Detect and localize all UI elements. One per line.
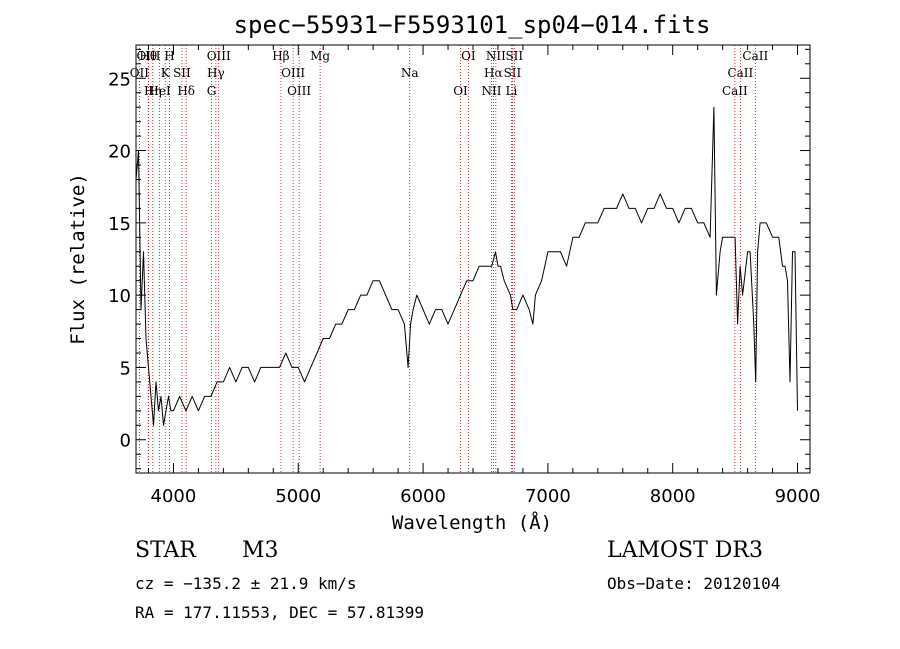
- line-marker-label: OIII: [281, 66, 305, 80]
- obs-date: Obs−Date: 20120104: [607, 574, 781, 593]
- line-marker-label: CaII: [727, 66, 753, 80]
- line-marker-label: Hθ: [139, 49, 157, 63]
- x-tick-label: 8000: [650, 486, 696, 507]
- line-marker-label: K: [161, 66, 171, 80]
- line-marker-label: SII: [173, 66, 191, 80]
- line-marker-label: Hγ: [207, 66, 225, 80]
- survey-name: LAMOST DR3: [607, 538, 763, 563]
- y-tick-label: 10: [108, 286, 131, 307]
- y-axis-label: Flux (relative): [67, 173, 89, 345]
- redshift-readout: cz = −135.2 ± 21.9 km/s: [135, 574, 357, 593]
- line-marker-label: OIII: [136, 49, 160, 63]
- line-marker-label: Na: [401, 66, 419, 80]
- x-tick-label: 5000: [275, 486, 321, 507]
- line-marker-label: OI: [453, 84, 468, 98]
- line-marker-label: Hβ: [272, 49, 289, 63]
- x-tick-label: 9000: [775, 486, 821, 507]
- y-tick-label: 20: [108, 142, 131, 163]
- spectrum-line: [135, 106, 798, 426]
- y-tick-label: 0: [120, 431, 131, 452]
- line-marker-label: SII: [505, 49, 523, 63]
- line-marker-label: H: [164, 49, 174, 63]
- line-marker-label: CaII: [722, 84, 748, 98]
- line-marker-label: Mg: [310, 49, 330, 63]
- line-marker-label: OIII: [287, 84, 311, 98]
- line-markers: HθOIIHηOIIIKHeIHSIIHδOIIIHγGHβOIIIOIIIMg…: [130, 45, 768, 473]
- y-tick-label: 5: [120, 358, 131, 379]
- line-marker-label: NII: [481, 84, 501, 98]
- coordinates: RA = 177.11553, DEC = 57.81399: [135, 603, 424, 622]
- spectrum-series: [135, 106, 798, 426]
- line-marker-label: Hα: [484, 66, 503, 80]
- line-marker-label: OI: [461, 49, 476, 63]
- x-axis-label: Wavelength (Å): [392, 511, 552, 534]
- plot-frame: [135, 44, 811, 474]
- line-marker-label: OII: [130, 66, 150, 80]
- line-marker-label: SII: [504, 66, 522, 80]
- spectral-subclass: M3: [242, 538, 279, 563]
- line-marker-label: Hδ: [177, 84, 195, 98]
- line-marker-label: CaII: [742, 49, 768, 63]
- line-marker-label: HeI: [148, 84, 171, 98]
- line-marker-label: Li: [506, 84, 518, 98]
- y-tick-label: 25: [108, 69, 131, 90]
- line-marker-label: OIII: [207, 49, 231, 63]
- axis-ticks: 4000 5000 6000 7000 8000 9000 0 5 10 15 20 25: [108, 45, 820, 507]
- object-class: STAR: [135, 538, 196, 563]
- line-marker-label: NII: [486, 49, 506, 63]
- chart-title: spec−55931−F5593101_sp04−014.fits: [234, 11, 711, 39]
- y-tick-label: 15: [108, 214, 131, 235]
- x-tick-label: 4000: [151, 486, 197, 507]
- x-tick-label: 7000: [525, 486, 571, 507]
- line-marker-label: G: [207, 84, 217, 98]
- x-tick-label: 6000: [400, 486, 446, 507]
